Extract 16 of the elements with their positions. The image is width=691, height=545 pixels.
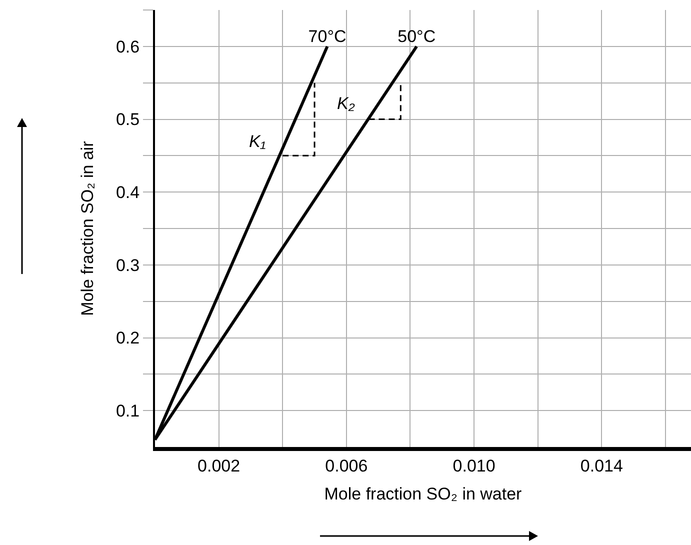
annotation: K₂	[337, 94, 356, 113]
y-axis-title: Mole fraction SO₂ in air	[78, 140, 98, 316]
y-tick-label: 0.4	[116, 183, 140, 202]
x-tick-label: 0.006	[325, 456, 368, 476]
y-tick-label: 0.2	[116, 328, 140, 348]
series-label: 70°C	[308, 27, 346, 46]
y-tick-label: 0.6	[116, 37, 140, 56]
x-axis-title: Mole fraction SO₂ in water	[324, 484, 522, 504]
x-tick-label: 0.014	[580, 456, 623, 476]
annotation: K₁	[249, 132, 266, 151]
x-tick-label: 0.002	[198, 456, 240, 476]
x-tick-label: 0.010	[452, 456, 496, 476]
series-label: 50°C	[398, 27, 436, 46]
y-tick-label: 0.1	[116, 402, 140, 421]
y-tick-label: 0.5	[116, 110, 140, 130]
y-tick-label: 0.3	[116, 256, 140, 275]
